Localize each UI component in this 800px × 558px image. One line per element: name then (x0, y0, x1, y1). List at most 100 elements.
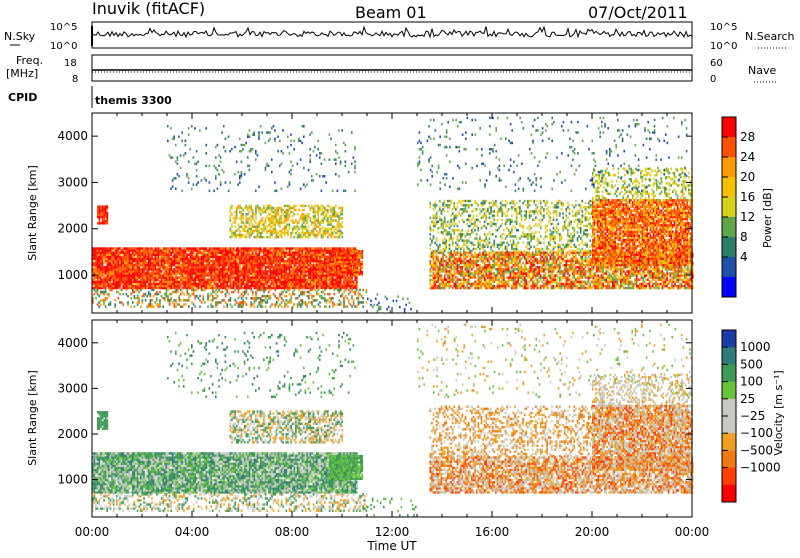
range-gate-cell (362, 289, 364, 291)
range-gate-cell (146, 262, 148, 264)
range-gate-cell (250, 301, 252, 303)
range-gate-cell (249, 232, 251, 234)
range-gate-cell (326, 299, 328, 301)
range-gate-cell (159, 299, 161, 301)
range-gate-cell (246, 213, 248, 215)
range-gate-cell (260, 219, 262, 221)
range-gate-cell (298, 209, 300, 211)
range-gate-cell (273, 211, 275, 213)
range-gate-cell (170, 127, 172, 129)
range-gate-cell (181, 190, 183, 192)
range-gate-cell (217, 188, 219, 190)
range-gate-cell (244, 173, 246, 175)
range-gate-cell (153, 295, 155, 297)
range-gate-cell (129, 247, 131, 249)
range-gate-cell (311, 289, 313, 291)
range-gate-cell (212, 295, 214, 297)
range-gate-cell (228, 285, 230, 287)
range-gate-cell (222, 247, 224, 249)
range-gate-cell (239, 138, 241, 140)
range-gate-cell (294, 247, 296, 249)
range-gate-cell (338, 207, 340, 209)
range-gate-cell (257, 254, 259, 256)
range-gate-cell (331, 250, 333, 252)
range-gate-cell (286, 205, 288, 207)
range-gate-cell (228, 299, 230, 301)
range-gate-cell (234, 276, 236, 278)
range-gate-cell (362, 297, 364, 299)
range-gate-cell (242, 287, 244, 289)
range-gate-cell (239, 150, 241, 152)
range-gate-cell (317, 148, 319, 150)
range-gate-cell (239, 230, 241, 232)
range-gate-cell (181, 140, 183, 142)
range-gate-cell (252, 148, 254, 150)
range-gate-cell (271, 270, 273, 272)
range-gate-cell (284, 260, 286, 262)
range-gate-cell (180, 154, 182, 156)
range-gate-cell (314, 205, 316, 207)
range-gate-cell (300, 291, 302, 293)
range-gate-cell (107, 205, 109, 207)
range-gate-cell (178, 303, 180, 305)
range-gate-cell (254, 305, 256, 307)
range-gate-cell (225, 138, 227, 140)
range-gate-cell (238, 297, 240, 299)
range-gate-cell (156, 247, 158, 249)
range-gate-cell (268, 223, 270, 225)
range-gate-cell (191, 125, 193, 127)
range-gate-cell (322, 291, 324, 293)
range-gate-cell (354, 165, 356, 167)
range-gate-cell (246, 226, 248, 228)
range-gate-cell (302, 213, 304, 215)
range-gate-cell (350, 250, 352, 252)
range-gate-cell (241, 150, 243, 152)
range-gate-cell (249, 228, 251, 230)
range-gate-cell (253, 131, 255, 133)
range-gate-cell (292, 291, 294, 293)
range-gate-cell (105, 205, 107, 207)
range-gate-cell (284, 205, 286, 207)
range-gate-cell (247, 165, 249, 167)
range-gate-cell (340, 247, 342, 249)
range-gate-cell (297, 303, 299, 305)
range-gate-cell (151, 303, 153, 305)
range-gate-cell (438, 251, 440, 253)
range-gate-cell (329, 247, 331, 249)
range-gate-cell (263, 295, 265, 297)
range-gate-cell (318, 226, 320, 228)
range-gate-cell (301, 142, 303, 144)
range-gate-cell (122, 303, 124, 305)
range-gate-cell (206, 279, 208, 281)
range-gate-cell (362, 250, 364, 252)
range-gate-cell (186, 247, 188, 249)
range-gate-cell (225, 181, 227, 183)
range-gate-cell (340, 217, 342, 219)
range-gate-cell (194, 163, 196, 165)
range-gate-cell (271, 251, 273, 253)
range-gate-cell (220, 247, 222, 249)
range-gate-cell (273, 228, 275, 230)
range-gate-cell (274, 236, 276, 238)
range-gate-cell (294, 221, 296, 223)
range-gate-cell (279, 207, 281, 209)
range-gate-cell (300, 299, 302, 301)
range-gate-cell (262, 305, 264, 307)
range-gate-cell (338, 215, 340, 217)
range-gate-cell (94, 262, 96, 264)
range-gate-cell (332, 226, 334, 228)
range-gate-cell (249, 165, 251, 167)
range-gate-cell (322, 205, 324, 207)
range-gate-cell (223, 146, 225, 148)
range-gate-cell (114, 247, 116, 249)
range-gate-cell (287, 272, 289, 274)
range-gate-cell (342, 226, 344, 228)
range-gate-cell (434, 274, 436, 276)
range-gate-cell (151, 289, 153, 291)
range-gate-cell (303, 136, 305, 138)
range-gate-cell (342, 261, 344, 263)
range-gate-cell (156, 303, 158, 305)
range-gate-cell (281, 207, 283, 209)
range-gate-cell (300, 158, 302, 160)
range-gate-cell (217, 283, 219, 285)
